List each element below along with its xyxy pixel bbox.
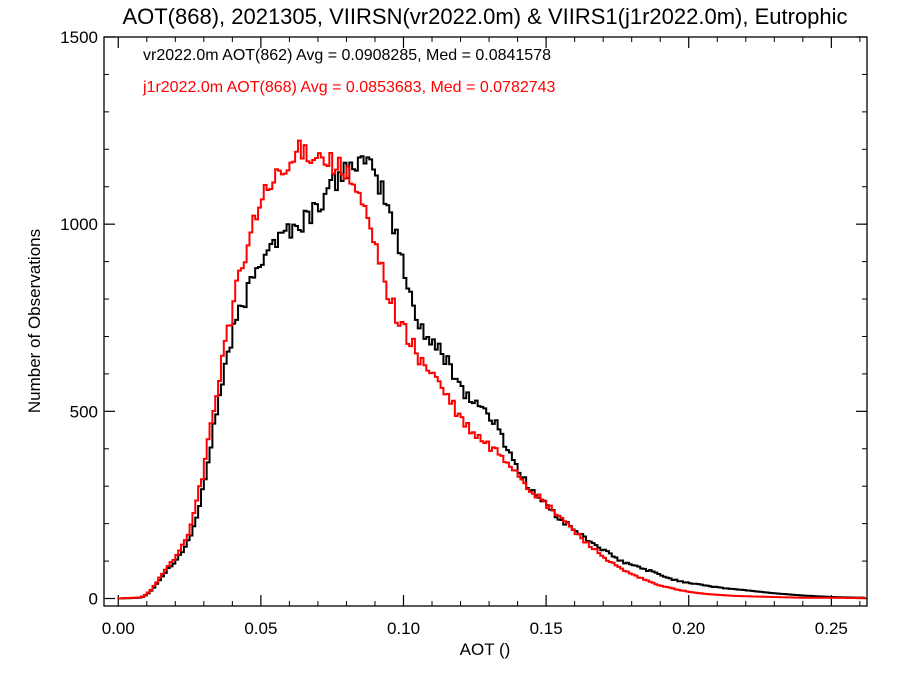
x-tick-label: 0.00 [102, 619, 135, 638]
x-tick-label: 0.05 [244, 619, 277, 638]
x-tick-label: 0.10 [387, 619, 420, 638]
legend-entry-series-0: vr2022.0m AOT(862) Avg = 0.0908285, Med … [143, 47, 551, 64]
x-tick-label: 0.15 [530, 619, 563, 638]
x-axis: 0.00 0.05 0.10 0.15 0.20 0.25 [102, 37, 861, 638]
y-tick-label: 1500 [60, 28, 98, 47]
series-line-0 [117, 155, 866, 600]
x-tick-label: 0.20 [672, 619, 705, 638]
plot-frame [103, 36, 868, 607]
x-axis-label: AOT () [460, 640, 511, 659]
y-tick-label: 0 [89, 590, 98, 609]
chart-title: AOT(868), 2021305, VIIRSN(vr2022.0m) & V… [122, 4, 847, 29]
y-tick-label: 500 [70, 402, 98, 421]
y-axis-label: Number of Observations [25, 229, 44, 413]
x-tick-label: 0.25 [815, 619, 848, 638]
series-layer [117, 139, 866, 600]
y-tick-label: 1000 [60, 215, 98, 234]
legend-entry-series-1: j1r2022.0m AOT(868) Avg = 0.0853683, Med… [142, 79, 556, 96]
y-axis: 0 500 1000 1500 [60, 28, 867, 609]
series-line-1 [117, 139, 866, 600]
